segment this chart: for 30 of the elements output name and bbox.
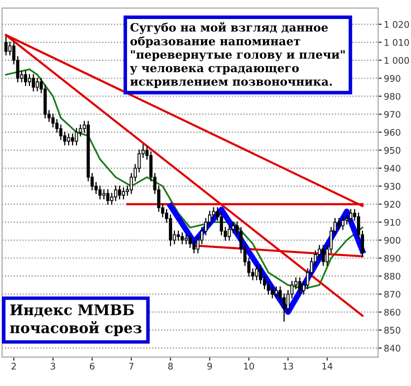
y-tick-label: 900 [384,236,400,244]
y-tick-label: 840 [384,344,400,352]
y-tick-label: 880 [384,272,400,280]
x-tick-label: 8 [168,362,173,370]
y-tick-label: 920 [384,200,400,208]
x-tick-label: 9 [207,362,212,370]
y-tick-label: 950 [384,146,400,154]
y-tick-label: 850 [384,326,400,334]
x-tick-label: 7 [129,362,134,370]
annotation: Сугубо на мой взгляд данное образование напоминает "перевернутые голову и плечи" у человека страдающего искривлением позвоночника. [130,22,345,88]
y-tick-label: 860 [384,308,400,316]
y-tick-label: 970 [384,110,400,118]
annotation: Индекс ММВБ почасовой срез [10,304,142,336]
y-tick-label: 940 [384,164,400,172]
y-tick-label: 1 000 [384,56,409,64]
y-tick-label: 960 [384,128,400,136]
y-tick-label: 870 [384,290,400,298]
x-tick-label: 6 [90,362,94,370]
y-tick-label: 910 [384,218,400,226]
x-tick-label: 3 [50,362,56,370]
y-tick-label: 930 [384,182,400,190]
y-tick-label: 980 [384,92,400,100]
x-tick-label: 13 [283,362,294,370]
x-tick-label: 2 [12,362,16,370]
y-tick-label: 1 020 [384,21,409,28]
x-tick-label: 10 [244,362,254,370]
y-tick-label: 1 010 [384,39,409,46]
y-tick-label: 990 [384,74,400,82]
y-tick-label: 890 [384,254,400,262]
x-tick-label: 14 [322,362,332,370]
